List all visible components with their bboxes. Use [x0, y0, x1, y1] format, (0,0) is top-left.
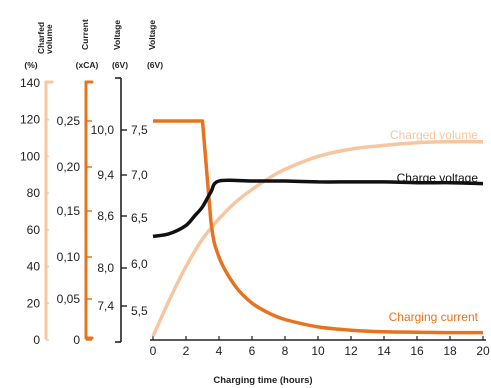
tick-label-voltage6: 7,5: [131, 123, 148, 137]
tick-label-volume: 40: [27, 260, 41, 274]
x-axis: 0 2 4 6 8 10 12 14 16 18 20: [150, 336, 490, 358]
series-label-charge-voltage: Charge voltage: [397, 171, 479, 185]
tick-label-volume: 140: [20, 76, 40, 90]
tick-label-volume: 60: [27, 223, 41, 237]
tick-label-volume: 120: [20, 113, 40, 127]
axis-unit-volume: (%): [24, 60, 37, 70]
axis-current: 0 0,05 0,10 0,15 0,20 0,25: [57, 80, 94, 347]
axis-header-volume: volume: [44, 24, 54, 54]
x-tick-label: 8: [282, 344, 289, 358]
x-tick-label: 20: [476, 344, 490, 358]
tick-label-current: 0: [73, 333, 80, 347]
x-tick-label: 12: [344, 344, 358, 358]
tick-label-voltage6: 6,0: [131, 257, 148, 271]
series-label-charging-current: Charging current: [389, 310, 479, 324]
tick-label-voltage6: 6,5: [131, 211, 148, 225]
x-tick-label: 2: [183, 344, 190, 358]
axis-voltage12: 7,4 8,0 8,6 9,4 10,0: [91, 77, 127, 343]
axis-unit-voltage12: (6V): [112, 60, 128, 70]
tick-label-current: 0,05: [57, 292, 81, 306]
series-line-charged-volume: [151, 139, 484, 338]
x-tick-label: 0: [150, 344, 157, 358]
axis-header-volume: Charfed: [36, 22, 46, 54]
tick-label-current: 0,25: [57, 114, 81, 128]
tick-label-current: 0,20: [57, 160, 81, 174]
axis-voltage6: 5,5 6,0 6,5 7,0 7,5: [131, 123, 148, 318]
tick-label-volume: 80: [27, 186, 41, 200]
series-layer: [151, 119, 484, 338]
tick-label-voltage6: 7,0: [131, 168, 148, 182]
tick-label-voltage12: 10,0: [91, 123, 115, 137]
axis-header-current: Current: [80, 19, 90, 50]
series-label-charged-volume: Charged volume: [390, 128, 478, 142]
axes-layer: 02040608010012014000,050,100,150,200,257…: [20, 76, 490, 358]
axis-volume: 0 20 40 60 80 100 120 140: [20, 76, 54, 347]
x-axis-label: Charging time (hours): [213, 375, 312, 386]
axis-header-voltage6: Voltage: [147, 20, 157, 50]
x-tick-label: 6: [249, 344, 256, 358]
x-tick-label: 4: [216, 344, 223, 358]
tick-label-volume: 20: [27, 296, 41, 310]
tick-label-voltage12: 7,4: [97, 299, 114, 313]
axis-header-voltage12: Voltage: [112, 20, 122, 50]
tick-label-current: 0,10: [57, 250, 81, 264]
tick-label-voltage12: 8,0: [97, 261, 114, 275]
x-tick-label: 16: [410, 344, 424, 358]
tick-label-voltage6: 5,5: [131, 304, 148, 318]
tick-label-volume: 0: [33, 333, 40, 347]
tick-label-current: 0,15: [57, 204, 81, 218]
tick-label-voltage12: 9,4: [97, 168, 114, 182]
x-tick-label: 18: [443, 344, 457, 358]
x-tick-label: 14: [377, 344, 391, 358]
tick-label-volume: 100: [20, 149, 40, 163]
tick-label-voltage12: 8,6: [97, 209, 114, 223]
series-line-charging-current: [153, 119, 484, 335]
axis-unit-voltage6: (6V): [147, 60, 163, 70]
axis-unit-current: (xCA): [76, 60, 99, 70]
series-line-charge-voltage: [152, 178, 484, 239]
x-tick-label: 10: [311, 344, 325, 358]
